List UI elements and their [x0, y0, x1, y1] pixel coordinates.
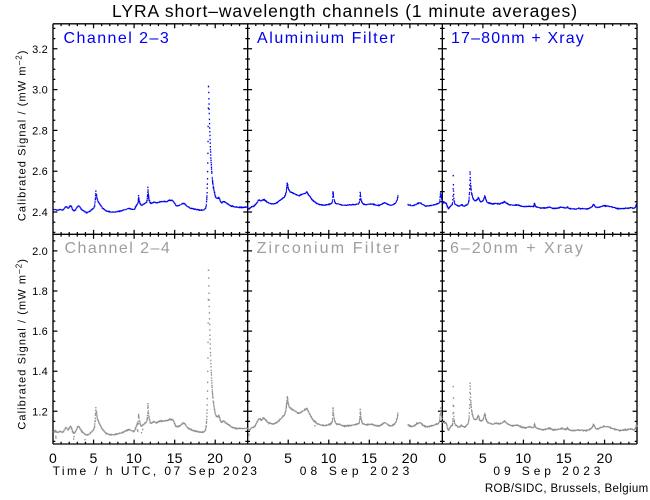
- svg-text:20: 20: [597, 450, 613, 466]
- svg-text:1.4: 1.4: [32, 366, 48, 378]
- svg-text:10: 10: [321, 450, 337, 466]
- svg-text:15: 15: [556, 450, 572, 466]
- svg-text:2.4: 2.4: [32, 207, 48, 219]
- svg-text:20: 20: [207, 450, 223, 466]
- svg-text:0: 0: [438, 450, 446, 466]
- svg-text:5: 5: [284, 450, 292, 466]
- svg-text:17–80nm + Xray: 17–80nm + Xray: [451, 30, 585, 47]
- svg-text:15: 15: [167, 450, 183, 466]
- svg-text:08 Sep 2023: 08 Sep 2023: [300, 464, 414, 478]
- svg-text:Time / h UTC, 07 Sep 2023: Time / h UTC, 07 Sep 2023: [53, 464, 260, 478]
- svg-text:Aluminium Filter: Aluminium Filter: [257, 30, 397, 47]
- svg-text:2.0: 2.0: [32, 246, 48, 258]
- svg-text:LYRA short–wavelength channels: LYRA short–wavelength channels (1 minute…: [112, 1, 578, 21]
- svg-text:3.0: 3.0: [32, 85, 48, 97]
- svg-text:2.8: 2.8: [32, 125, 48, 137]
- svg-text:3.2: 3.2: [32, 44, 48, 56]
- svg-text:0: 0: [244, 450, 252, 466]
- svg-text:1.2: 1.2: [32, 406, 48, 418]
- svg-text:15: 15: [361, 450, 377, 466]
- svg-text:Zirconium Filter: Zirconium Filter: [257, 240, 402, 257]
- svg-text:Calibrated Signal / (mW m–2): Calibrated Signal / (mW m–2): [14, 258, 28, 430]
- svg-text:10: 10: [515, 450, 531, 466]
- svg-text:09 Sep 2023: 09 Sep 2023: [493, 464, 604, 478]
- svg-text:5: 5: [90, 450, 98, 466]
- svg-text:0: 0: [49, 450, 57, 466]
- svg-text:ROB/SIDC, Brussels, Belgium: ROB/SIDC, Brussels, Belgium: [485, 483, 649, 495]
- svg-text:2.6: 2.6: [32, 166, 48, 178]
- svg-text:Calibrated Signal / (mW m–2): Calibrated Signal / (mW m–2): [14, 49, 28, 221]
- svg-text:20: 20: [402, 450, 418, 466]
- svg-text:1.8: 1.8: [32, 286, 48, 298]
- svg-text:6–20nm + Xray: 6–20nm + Xray: [450, 240, 585, 257]
- svg-text:Channel 2–3: Channel 2–3: [64, 30, 171, 47]
- svg-text:Channel 2–4: Channel 2–4: [65, 240, 172, 257]
- svg-text:10: 10: [126, 450, 142, 466]
- svg-text:5: 5: [479, 450, 487, 466]
- svg-text:1.6: 1.6: [32, 326, 48, 338]
